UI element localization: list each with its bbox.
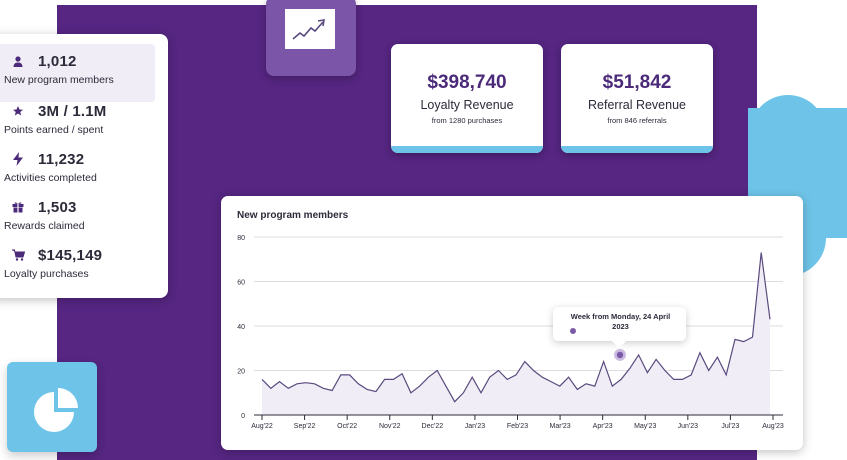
revenue-amount: $398,740 [427,72,507,93]
cart-icon [8,245,28,265]
trend-chart-icon [285,9,335,49]
x-tick-label: Apr'23 [593,423,613,430]
series-line [261,252,771,403]
revenue-subtitle: from 1280 purchases [431,116,503,125]
pie-chart-tile [7,362,97,452]
referral-revenue-card[interactable]: $51,842 Referral Revenue from 846 referr… [561,44,713,153]
gift-icon [8,197,28,217]
stat-activities[interactable]: 11,232 Activities completed [4,148,154,185]
x-tick-label: Aug'22 [251,423,273,430]
x-tick-label: Oct'22 [337,423,357,430]
highlight-point[interactable] [616,351,624,359]
line-chart[interactable]: 0 20 40 60 80 Aug'22 Sep'22 Oct'22 Nov'22 Dec'22 J… [221,196,803,450]
x-tick-label: Mar'23 [549,423,570,430]
stat-label: New program members [4,74,114,86]
x-tick-label: Nov'22 [379,423,401,430]
stat-rewards[interactable]: 1,503 Rewards claimed [4,196,154,233]
x-tick-label: Jun'23 [678,423,699,430]
stat-label: Rewards claimed [4,220,85,232]
revenue-title: Loyalty Revenue [420,98,514,112]
stat-value: $145,149 [38,246,103,264]
x-tick-label: Jan'23 [465,423,486,430]
x-tick-label: Jul'23 [721,423,739,430]
stat-value: 11,232 [38,150,85,168]
chart-title: New program members [237,210,349,221]
stats-card: 1,012 New program members 3M / 1.1M Poin… [0,34,168,298]
stat-new-members[interactable]: 1,012 New program members [0,44,155,102]
chart-tooltip: Week from Monday, 24 April 2023 [553,307,686,349]
y-tick-label: 60 [237,280,245,287]
stat-loyalty-purchases[interactable]: $145,149 Loyalty purchases [4,244,154,281]
lightning-icon [8,149,28,169]
card-accent-bar [561,146,713,153]
stat-value: 1,503 [38,198,77,216]
card-accent-bar [391,146,543,153]
stat-label: Loyalty purchases [4,268,89,280]
stat-label: Points earned / spent [4,124,104,136]
area-fill [262,252,770,415]
new-members-chart-card: New program members 0 20 40 60 80 Aug'22 Sep'2… [221,196,803,450]
x-tick-label: Feb'23 [507,423,528,430]
y-tick-label: 80 [237,235,245,242]
y-tick-label: 40 [237,324,245,331]
stat-points[interactable]: 3M / 1.1M Points earned / spent [4,100,154,137]
stat-label: Activities completed [4,172,97,184]
y-tick-label: 0 [241,413,245,420]
stat-value: 3M / 1.1M [38,102,107,120]
series-dot-icon [570,328,576,334]
x-tick-label: Dec'22 [422,423,444,430]
revenue-amount: $51,842 [602,72,672,93]
revenue-subtitle: from 846 referrals [607,116,667,125]
pie-chart-icon [34,388,78,432]
x-tick-label: Aug'23 [762,423,784,430]
stat-value: 1,012 [38,52,77,70]
revenue-title: Referral Revenue [588,98,686,112]
star-icon [8,101,28,121]
tooltip-text: Week from Monday, 24 April 2023 [570,312,671,331]
y-tick-label: 20 [237,369,245,376]
x-tick-label: Sep'22 [294,423,316,430]
loyalty-revenue-card[interactable]: $398,740 Loyalty Revenue from 1280 purch… [391,44,543,153]
trend-tile [266,0,356,76]
person-icon [8,51,28,71]
x-tick-label: May'23 [634,423,656,430]
